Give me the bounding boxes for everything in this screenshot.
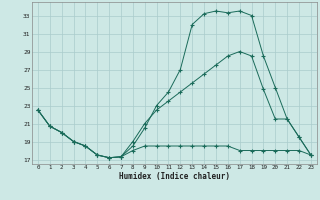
X-axis label: Humidex (Indice chaleur): Humidex (Indice chaleur) (119, 172, 230, 181)
